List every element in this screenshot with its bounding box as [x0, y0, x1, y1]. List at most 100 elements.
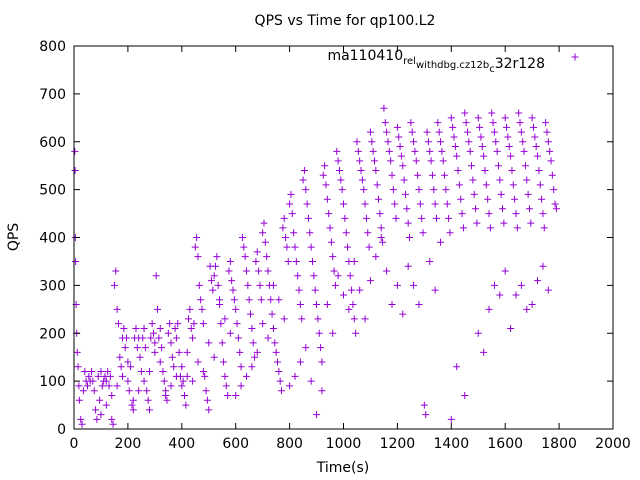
data-point: [247, 310, 255, 318]
data-point: [453, 152, 461, 160]
data-point: [242, 267, 250, 275]
data-point: [307, 243, 315, 251]
data-point: [135, 387, 143, 395]
data-point: [108, 391, 116, 399]
data-point: [197, 296, 205, 304]
data-point: [524, 190, 532, 198]
data-point: [397, 152, 405, 160]
data-point: [190, 320, 198, 328]
data-point: [512, 291, 520, 299]
x-tick-label: 1400: [433, 436, 469, 452]
data-point: [167, 339, 175, 347]
data-point: [496, 176, 504, 184]
data-point: [72, 257, 80, 265]
data-point: [407, 119, 415, 127]
data-point: [77, 415, 85, 423]
x-axis: 0 200 400 600 800 1000 1200 1400 1600 1800 2000: [70, 46, 631, 452]
data-point: [253, 248, 261, 256]
data-point: [79, 387, 87, 395]
data-point: [314, 315, 322, 323]
data-point: [282, 234, 290, 241]
data-point: [268, 310, 276, 318]
data-point: [150, 329, 158, 337]
legend-label-part: ma110410: [327, 48, 403, 64]
data-point: [278, 387, 286, 395]
data-point: [335, 166, 343, 174]
legend-label-part: rel: [403, 56, 416, 67]
data-point: [187, 324, 195, 332]
data-point: [410, 138, 418, 146]
data-point: [113, 305, 121, 313]
data-point: [178, 363, 186, 371]
data-point: [94, 372, 102, 380]
data-point: [373, 181, 381, 189]
data-point: [158, 344, 166, 352]
data-point: [283, 243, 291, 251]
data-point: [453, 363, 461, 371]
data-point: [264, 267, 272, 275]
data-point: [280, 214, 288, 222]
data-point: [255, 267, 263, 275]
data-point: [97, 368, 105, 376]
data-point: [338, 186, 346, 194]
data-point: [124, 377, 132, 385]
data-point: [276, 377, 284, 385]
data-point: [450, 133, 458, 141]
data-point: [164, 329, 172, 337]
data-point: [426, 147, 434, 155]
data-point: [383, 128, 391, 136]
data-points: [71, 104, 560, 428]
data-point: [354, 147, 362, 155]
data-point: [380, 104, 388, 112]
data-point: [183, 372, 191, 380]
data-point: [179, 377, 187, 385]
data-point: [466, 147, 474, 155]
data-point: [334, 157, 342, 165]
data-point: [302, 186, 310, 194]
y-tick-label: 300: [39, 278, 66, 294]
data-point: [167, 382, 175, 390]
data-point: [241, 253, 249, 261]
data-point: [249, 339, 257, 347]
data-point: [480, 348, 488, 356]
data-point: [189, 377, 197, 385]
y-tick-label: 400: [39, 231, 66, 247]
data-point: [269, 324, 277, 332]
data-point: [140, 377, 148, 385]
data-point: [497, 190, 505, 198]
data-point: [238, 234, 246, 241]
data-point: [102, 377, 110, 385]
data-point: [542, 119, 550, 127]
data-point: [515, 109, 523, 117]
data-point: [286, 382, 294, 390]
data-point: [205, 406, 213, 414]
data-point: [445, 214, 453, 222]
data-point: [145, 368, 153, 376]
data-point: [507, 324, 515, 332]
data-point: [251, 353, 259, 361]
data-point: [213, 253, 221, 261]
data-point: [364, 229, 372, 237]
data-point: [269, 281, 277, 289]
data-point: [509, 181, 517, 189]
data-point: [411, 147, 419, 155]
data-point: [199, 368, 207, 376]
data-point: [168, 353, 176, 361]
data-point: [81, 368, 89, 376]
data-point: [431, 286, 439, 294]
data-point: [437, 238, 445, 246]
data-point: [505, 143, 513, 151]
data-point: [90, 387, 98, 395]
data-point: [226, 257, 234, 265]
y-axis-label: QPS: [6, 223, 22, 251]
data-point: [492, 138, 500, 146]
data-point: [463, 128, 471, 136]
data-point: [377, 224, 385, 232]
data-point: [75, 382, 83, 390]
data-point: [244, 281, 252, 289]
data-point: [534, 152, 542, 160]
data-point: [329, 253, 337, 261]
data-point: [368, 138, 376, 146]
data-point: [237, 382, 245, 390]
